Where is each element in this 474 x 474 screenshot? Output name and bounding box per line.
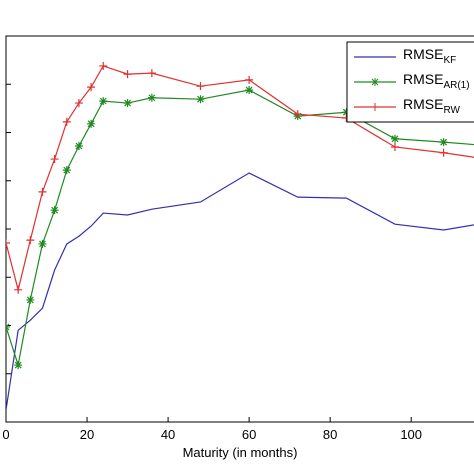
- x-tick-label: 80: [323, 427, 337, 442]
- point-marker: [342, 108, 351, 117]
- point-marker: [196, 82, 205, 91]
- point-marker: [245, 86, 254, 95]
- legend-label: RMSERW: [403, 96, 460, 116]
- point-marker: [74, 99, 83, 108]
- series-line: [6, 172, 474, 411]
- x-tick-label: 60: [242, 427, 256, 442]
- point-marker: [6, 322, 10, 331]
- legend-marker: [371, 103, 379, 111]
- point-marker: [245, 75, 254, 84]
- point-marker: [147, 93, 156, 102]
- point-marker: [14, 285, 23, 294]
- x-tick-label: 0: [2, 427, 9, 442]
- point-marker: [74, 142, 83, 151]
- point-marker: [147, 69, 156, 78]
- point-marker: [390, 134, 399, 143]
- point-marker: [62, 117, 71, 126]
- point-marker: [14, 361, 23, 370]
- point-marker: [439, 148, 448, 157]
- plot-area: [6, 61, 474, 411]
- point-marker: [87, 83, 96, 92]
- point-marker: [6, 238, 10, 247]
- legend-name: RMSE: [403, 71, 443, 87]
- point-marker: [123, 99, 132, 108]
- point-marker: [99, 97, 108, 106]
- x-tick-label: 20: [80, 427, 94, 442]
- x-axis-label: Maturity (in months): [183, 445, 298, 460]
- point-marker: [50, 206, 59, 215]
- point-marker: [38, 187, 47, 196]
- point-marker: [50, 155, 59, 164]
- point-marker: [87, 119, 96, 128]
- legend-subscript: RW: [443, 105, 460, 116]
- legend-marker: [371, 78, 379, 86]
- point-marker: [196, 95, 205, 104]
- point-marker: [26, 295, 35, 304]
- series-line: [6, 65, 474, 290]
- legend-name: RMSE: [403, 96, 443, 112]
- legend-label: RMSEKF: [403, 46, 456, 66]
- point-marker: [439, 138, 448, 147]
- point-marker: [99, 61, 108, 70]
- point-marker: [123, 70, 132, 79]
- point-marker: [26, 236, 35, 245]
- legend-subscript: KF: [443, 55, 456, 66]
- x-tick-label: 100: [400, 427, 422, 442]
- legend-label: RMSEAR(1): [403, 71, 470, 91]
- point-marker: [390, 142, 399, 151]
- point-marker: [38, 239, 47, 248]
- point-marker: [62, 166, 71, 175]
- legend-subscript: AR(1): [443, 80, 469, 91]
- point-marker: [293, 110, 302, 119]
- legend-name: RMSE: [403, 46, 443, 62]
- series-line: [6, 89, 474, 366]
- x-tick-label: 40: [161, 427, 175, 442]
